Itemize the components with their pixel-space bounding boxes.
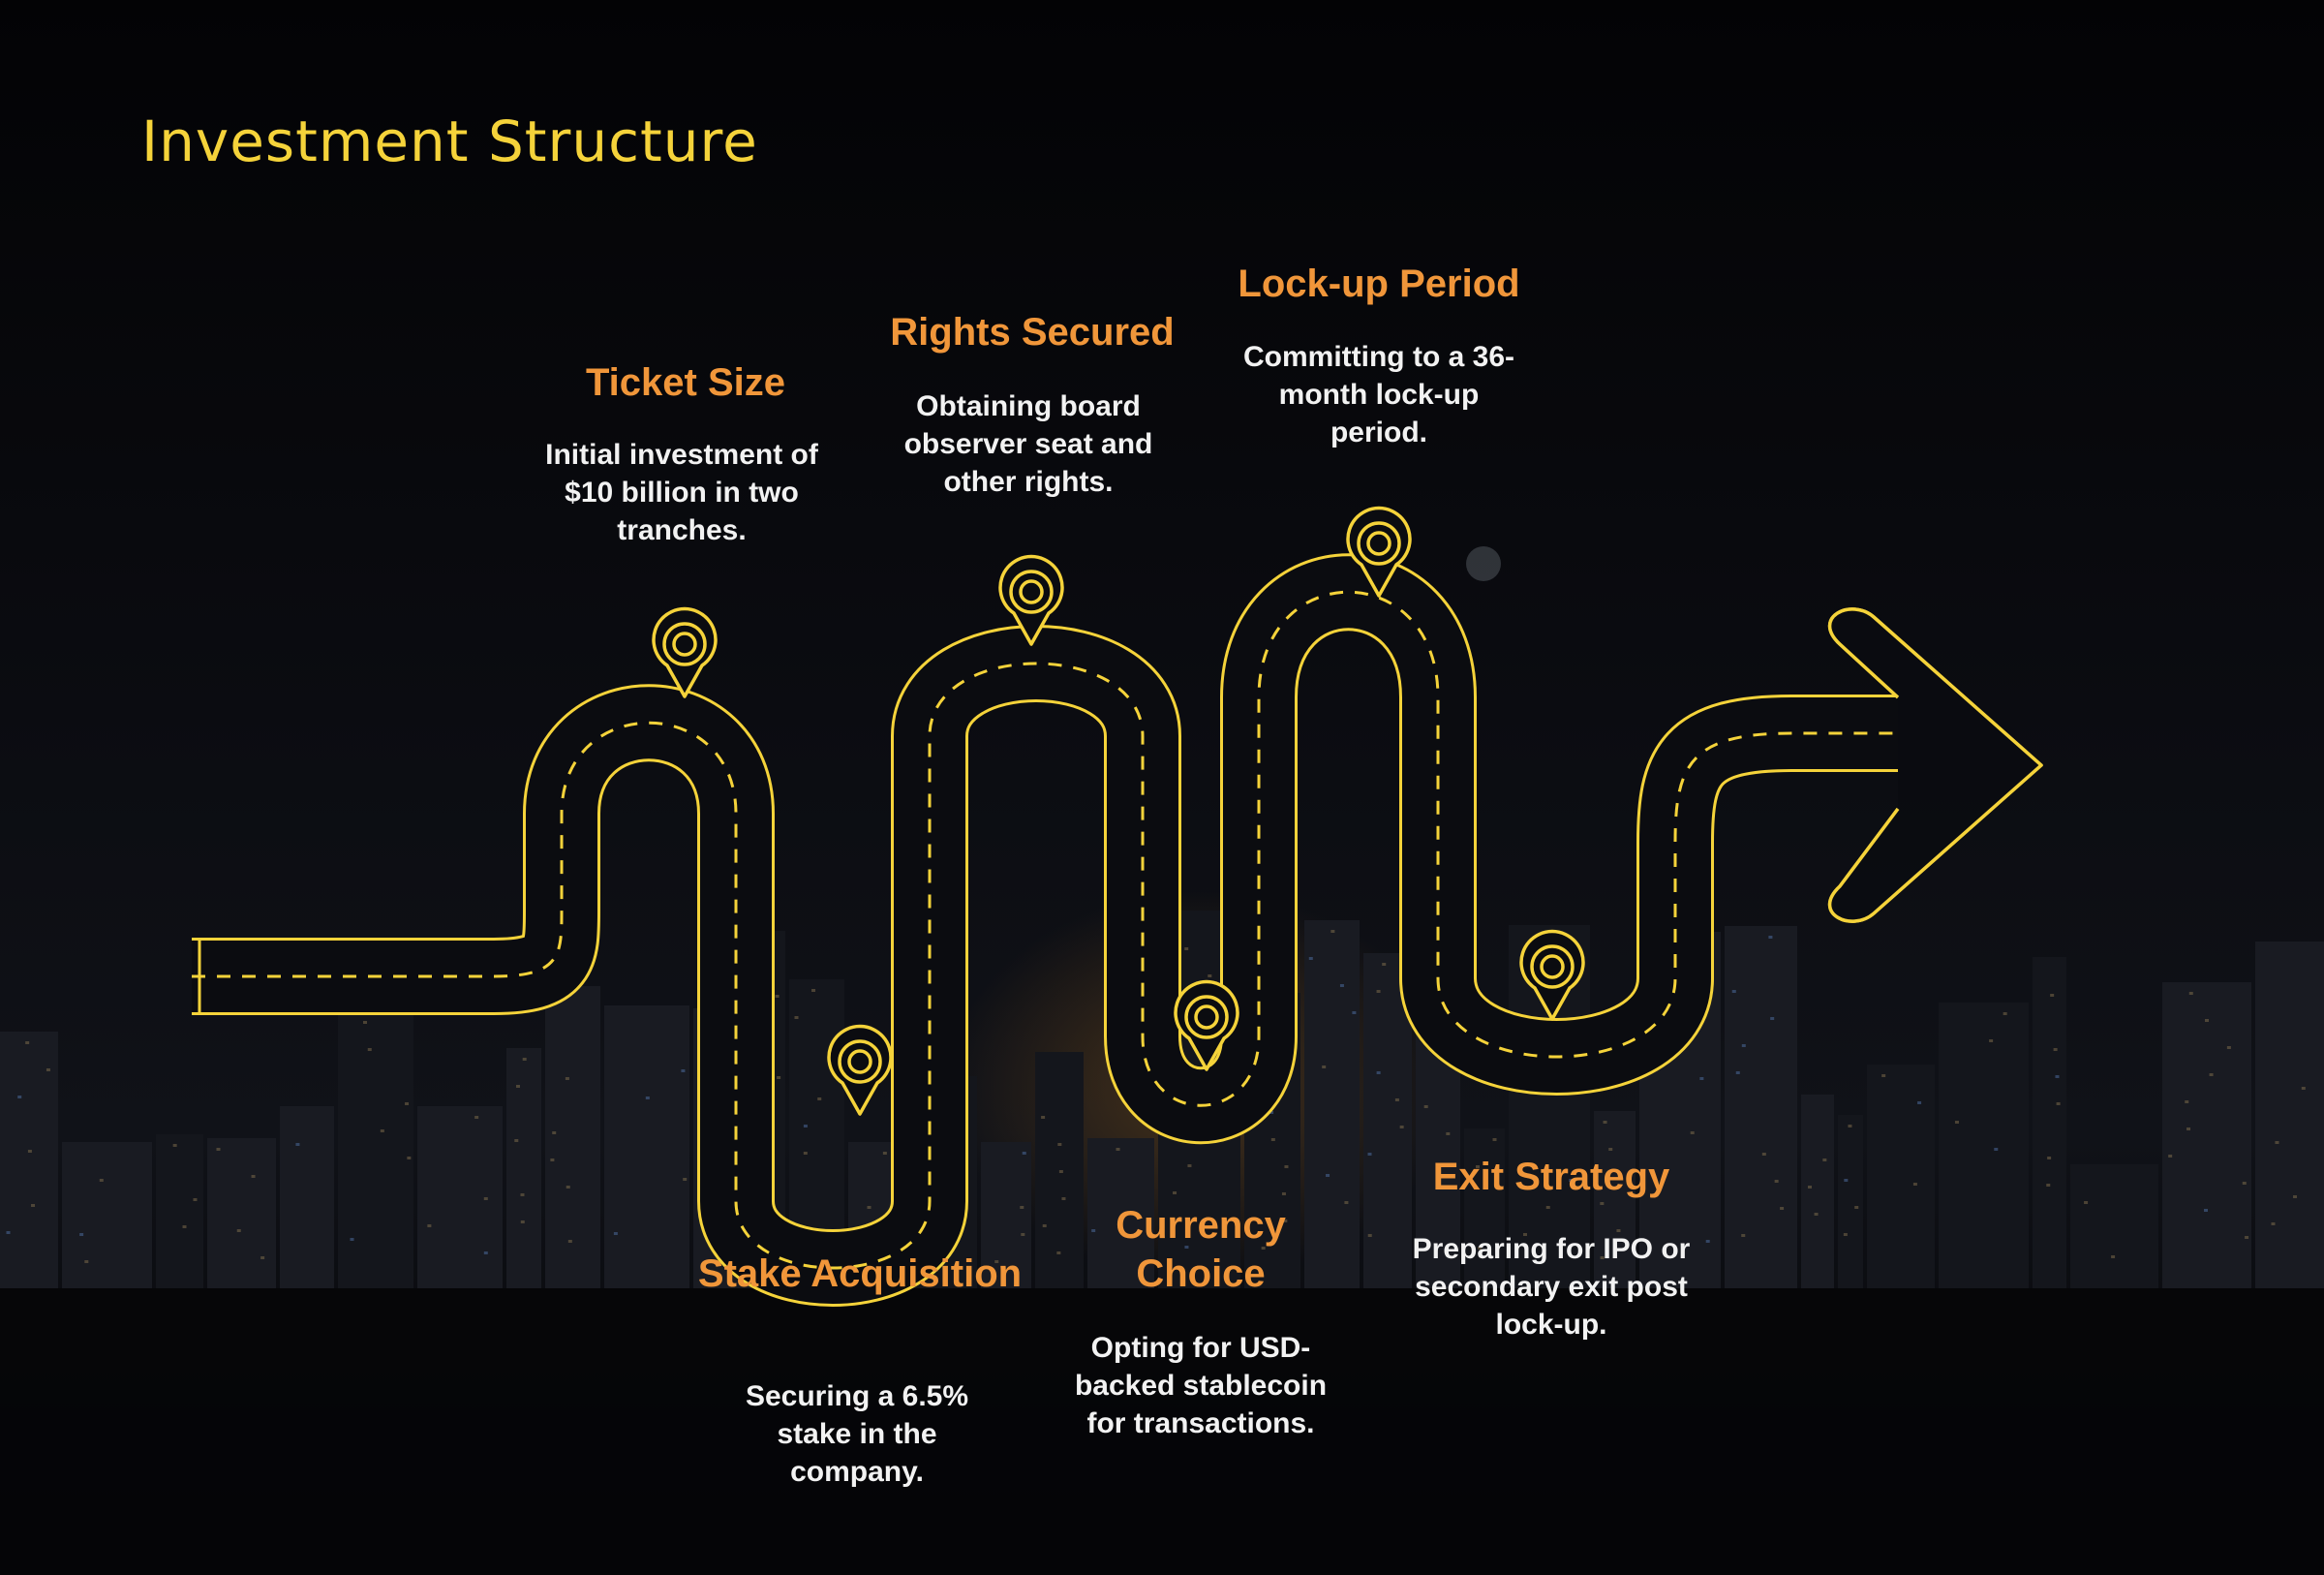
page-title: Investment Structure [141, 108, 758, 174]
step-description: Opting for USD-backed stablecoin for tra… [1074, 1332, 1328, 1439]
location-pin-icon [827, 1024, 893, 1116]
location-pin-icon [1346, 506, 1412, 598]
step-title: Rights Secured [890, 311, 1175, 354]
step-title: Exit Strategy [1432, 1156, 1670, 1198]
step-description: Preparing for IPO or secondary exit post… [1412, 1233, 1691, 1341]
step-description: Obtaining board observer seat and other … [903, 390, 1153, 498]
location-pin-icon [1174, 979, 1239, 1071]
step-title: Currency Choice [1116, 1204, 1286, 1295]
location-pin-icon [652, 606, 718, 698]
location-pin-icon [1519, 929, 1585, 1021]
road-center-dashes [192, 590, 1898, 1270]
step-title: Stake Acquisition [697, 1252, 1023, 1295]
step-description: Committing to a 36-month lock-up period. [1242, 341, 1514, 448]
location-pin-icon [998, 554, 1064, 646]
step-description: Securing a 6.5% stake in the company. [745, 1380, 969, 1488]
step-title: Lock-up Period [1238, 262, 1520, 305]
step-title: Ticket Size [585, 361, 786, 404]
step-description: Initial investment of $10 billion in two… [545, 439, 818, 546]
